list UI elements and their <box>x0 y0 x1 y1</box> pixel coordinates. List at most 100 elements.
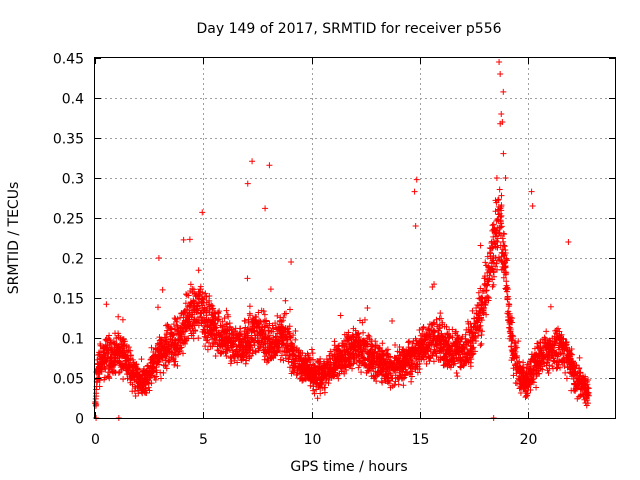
data-point <box>155 255 162 261</box>
x-tick-label: 0 <box>91 432 100 448</box>
data-point <box>225 313 232 320</box>
data-point <box>543 328 550 335</box>
data-point <box>216 308 223 315</box>
data-point <box>197 283 204 290</box>
data-point <box>199 209 206 216</box>
data-point <box>134 365 141 372</box>
data-point <box>115 369 122 376</box>
data-point <box>408 378 415 385</box>
data-point <box>115 332 122 339</box>
data-point <box>195 335 202 342</box>
data-point <box>127 347 134 354</box>
data-point <box>206 293 213 300</box>
x-axis-label: GPS time / hours <box>290 459 407 475</box>
data-point <box>502 175 509 181</box>
data-point <box>190 335 197 342</box>
data-point <box>202 290 209 297</box>
data-point <box>365 332 372 339</box>
data-point <box>482 259 489 266</box>
data-point <box>212 325 219 332</box>
data-point <box>249 158 256 165</box>
data-point <box>262 205 269 212</box>
data-point <box>119 316 126 323</box>
data-point <box>153 373 160 380</box>
data-point <box>322 384 329 391</box>
data-point <box>180 350 187 357</box>
data-point <box>500 88 507 95</box>
data-point <box>133 361 140 368</box>
data-point <box>112 369 119 376</box>
data-point <box>395 381 402 388</box>
data-point <box>120 376 127 383</box>
data-point <box>173 318 180 325</box>
data-point <box>411 188 418 195</box>
data-point <box>283 310 290 317</box>
data-point <box>131 388 138 395</box>
data-point <box>221 315 228 322</box>
data-point <box>493 175 500 181</box>
data-point <box>159 286 166 293</box>
data-point <box>223 321 230 328</box>
data-point <box>477 342 484 349</box>
data-point <box>437 310 444 317</box>
data-point <box>215 313 222 320</box>
data-point <box>242 360 249 367</box>
data-point <box>115 313 122 320</box>
data-point <box>192 328 199 335</box>
data-point <box>118 367 125 374</box>
data-point <box>183 317 190 324</box>
y-tick-label: 0.4 <box>62 92 84 108</box>
y-tick-label: 0.2 <box>62 252 84 268</box>
data-point <box>187 281 194 288</box>
data-point <box>145 377 152 384</box>
data-point <box>106 375 113 382</box>
data-point <box>244 180 251 187</box>
data-point <box>274 312 281 319</box>
data-point <box>533 384 540 391</box>
data-point <box>389 318 396 325</box>
data-point <box>186 323 193 330</box>
y-tick-label: 0.05 <box>53 372 84 388</box>
data-point <box>212 339 219 346</box>
y-tick-label: 0.45 <box>53 52 84 68</box>
data-point <box>553 327 560 334</box>
data-point <box>208 302 215 309</box>
data-point <box>163 365 170 372</box>
data-point <box>170 331 177 338</box>
data-point <box>148 380 155 387</box>
data-point <box>500 150 507 157</box>
data-point <box>477 242 484 249</box>
data-point <box>96 383 103 390</box>
data-point <box>106 332 113 339</box>
data-point <box>314 395 321 402</box>
data-point <box>337 312 344 319</box>
data-point <box>215 316 222 323</box>
data-point <box>490 221 497 228</box>
data-point <box>157 375 164 382</box>
data-point <box>213 336 220 343</box>
data-point <box>219 318 226 325</box>
y-tick-label: 0.35 <box>53 132 84 148</box>
data-point <box>286 306 293 313</box>
data-point <box>155 304 162 311</box>
data-point <box>155 361 162 368</box>
data-point <box>186 236 193 243</box>
y-tick-label: 0.3 <box>62 172 84 188</box>
data-point <box>174 322 181 329</box>
data-point <box>165 357 172 364</box>
data-point <box>162 334 169 341</box>
data-point <box>132 393 139 400</box>
data-point <box>529 203 536 209</box>
data-point <box>103 301 110 308</box>
data-point <box>188 300 195 307</box>
y-axis-label: SRMTID / TECUs <box>6 182 22 295</box>
data-point <box>185 335 192 342</box>
data-point <box>160 369 167 376</box>
data-point <box>138 356 145 363</box>
data-point <box>246 303 253 310</box>
data-point <box>496 186 503 193</box>
data-point <box>391 381 398 388</box>
data-point <box>453 370 460 377</box>
data-point <box>185 292 192 299</box>
